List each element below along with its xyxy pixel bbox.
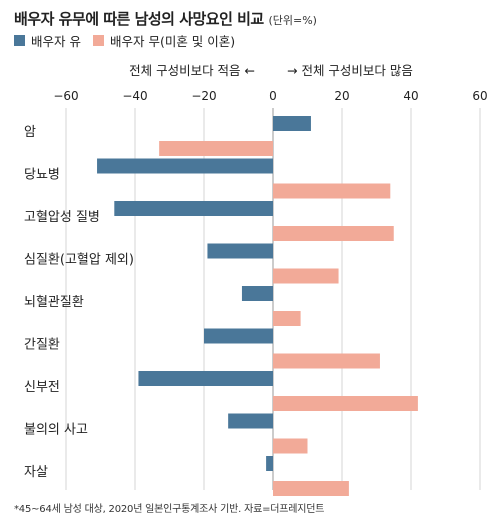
bar-unmarried <box>273 183 391 199</box>
direction-label-less: 전체 구성비보다 적음 ← <box>129 63 255 78</box>
x-tick-label: 0 <box>269 89 277 103</box>
bar-unmarried <box>159 141 273 156</box>
category-label: 신부전 <box>24 380 60 395</box>
legend-swatch-unmarried <box>92 35 104 46</box>
bar-married <box>114 201 273 216</box>
bar-unmarried <box>273 311 301 326</box>
direction-label-more: → 전체 구성비보다 많음 <box>287 63 413 78</box>
legend-swatch-married <box>14 35 25 46</box>
bar-unmarried <box>273 438 308 454</box>
bar-married <box>266 456 273 471</box>
chart-title-text: 배우자 유무에 따른 남성의 사망요인 비교 <box>14 10 264 28</box>
category-label: 암 <box>24 125 36 140</box>
x-tick-label: −20 <box>191 89 216 103</box>
x-tick-label: −60 <box>53 89 78 103</box>
category-label: 불의의 사고 <box>24 423 88 438</box>
bar-unmarried <box>273 353 380 369</box>
bar-married <box>97 158 273 174</box>
bar-unmarried <box>273 268 339 284</box>
bar-unmarried <box>273 481 349 496</box>
bar-married <box>273 116 311 131</box>
chart-title: 배우자 유무에 따른 남성의 사망요인 비교 (단위=%) <box>14 8 317 29</box>
bar-married <box>138 371 273 386</box>
bar-married <box>207 243 273 259</box>
category-label: 뇌혈관질환 <box>24 295 84 310</box>
unit-note: (단위=%) <box>268 14 317 27</box>
category-label: 심질환(고혈압 제외) <box>24 253 134 268</box>
x-tick-label: 20 <box>334 89 349 103</box>
x-tick-label: 60 <box>472 89 487 103</box>
legend-label-unmarried: 배우자 무(미혼 및 이혼) <box>109 34 236 49</box>
bar-married <box>228 413 273 429</box>
legend-item-unmarried: 배우자 무(미혼 및 이혼) <box>92 31 236 50</box>
footnote: *45~64세 남성 대상, 2020년 일본인구통계조사 기반. 자료=더프레… <box>14 504 325 515</box>
bar-married <box>204 328 273 344</box>
category-label: 자살 <box>24 465 48 480</box>
bar-chart: 전체 구성비보다 적음 ← → 전체 구성비보다 많음 −60 −40 −20 0 20 40… <box>24 63 488 496</box>
bar-unmarried <box>273 396 418 411</box>
category-label: 간질환 <box>24 338 60 353</box>
bar-unmarried <box>273 226 394 241</box>
bar-married <box>241 286 273 301</box>
legend: 배우자 유 배우자 무(미혼 및 이혼) <box>14 31 247 50</box>
legend-item-married: 배우자 유 <box>14 31 81 50</box>
category-label: 고혈압성 질병 <box>24 210 100 225</box>
legend-label-married: 배우자 유 <box>31 34 81 49</box>
x-tick-label: −40 <box>122 89 147 103</box>
x-tick-label: 40 <box>403 89 418 103</box>
category-label: 당뇨병 <box>24 168 60 183</box>
